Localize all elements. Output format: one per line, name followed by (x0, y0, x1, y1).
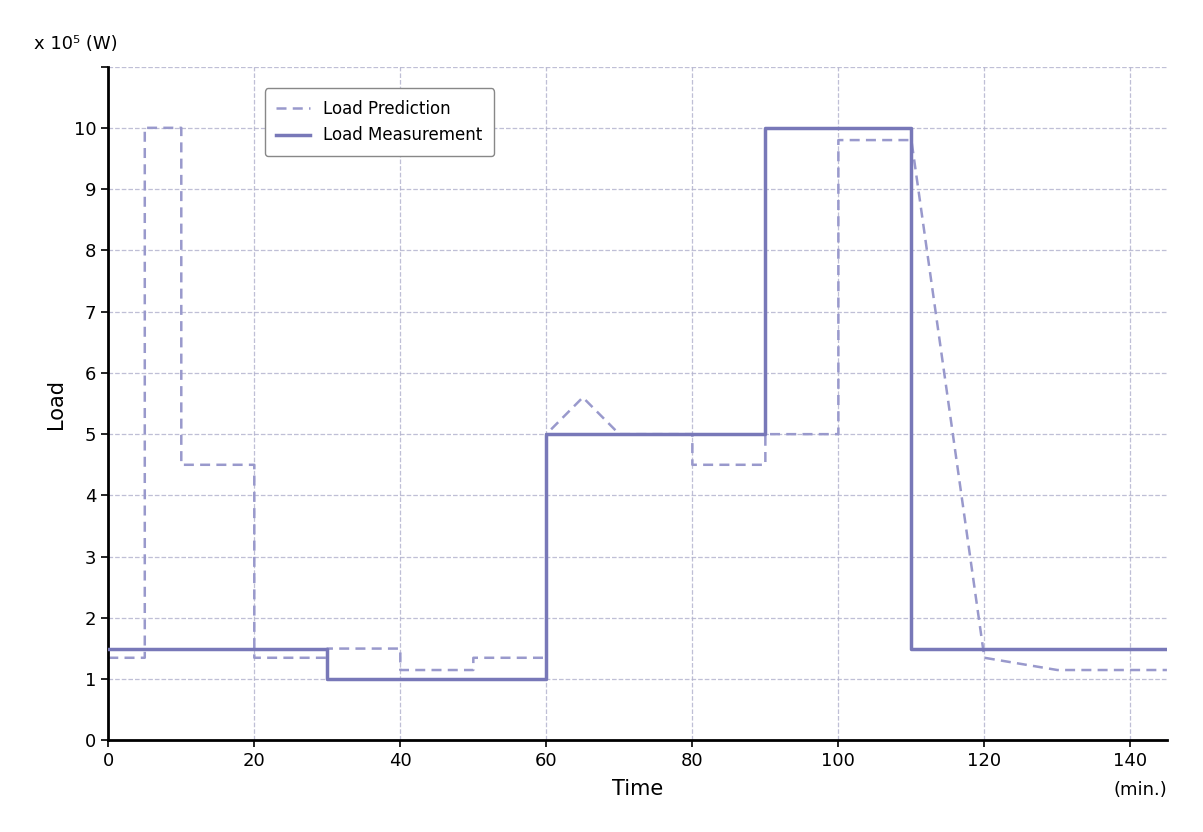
Y-axis label: Load: Load (46, 379, 65, 428)
Legend: Load Prediction, Load Measurement: Load Prediction, Load Measurement (265, 88, 494, 156)
X-axis label: Time: Time (612, 779, 663, 799)
Text: (min.): (min.) (1113, 781, 1167, 799)
Text: x 10⁵ (W): x 10⁵ (W) (34, 35, 118, 53)
